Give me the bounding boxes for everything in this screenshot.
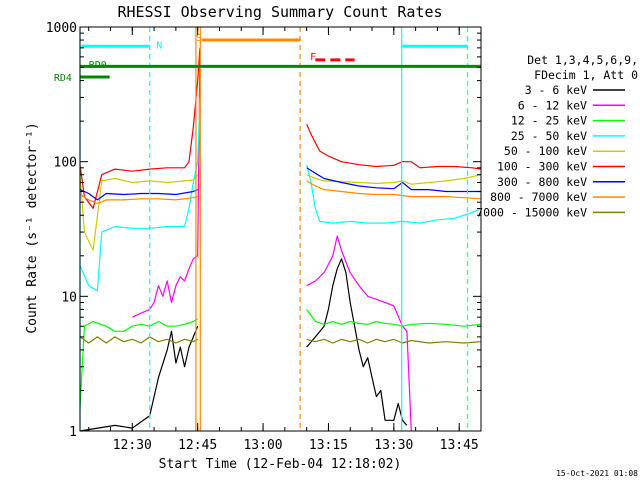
y-tick-label-2: 100 bbox=[54, 156, 77, 171]
legend-label-3: 25 - 50 keV bbox=[511, 129, 587, 143]
x-tick-label-0: 12:30 bbox=[113, 438, 152, 453]
plot-frame bbox=[79, 26, 482, 432]
series-2-line-0 bbox=[79, 318, 199, 408]
legend-label-6: 300 - 800 keV bbox=[497, 175, 587, 189]
series-5-line-1 bbox=[306, 123, 482, 170]
legend-label-5: 100 - 300 keV bbox=[497, 160, 587, 174]
timestamp: 15-Oct-2021 01:08 bbox=[556, 469, 638, 478]
series-5-line-0 bbox=[79, 47, 201, 209]
x-tick-label-5: 13:45 bbox=[440, 438, 479, 453]
series-7-line-0 bbox=[79, 193, 198, 204]
y-tick-label-0: 1 bbox=[69, 425, 77, 440]
series-layer bbox=[79, 47, 482, 432]
series-4-line-1 bbox=[306, 174, 482, 185]
x-tick-label-4: 13:30 bbox=[374, 438, 413, 453]
series-4-line-0 bbox=[79, 174, 199, 251]
state-bar-label-3: F bbox=[310, 52, 316, 63]
series-0-line-1 bbox=[306, 258, 408, 426]
legend-label-2: 12 - 25 keV bbox=[511, 114, 587, 128]
y-tick-label-1: 10 bbox=[61, 290, 77, 305]
series-3-line-1 bbox=[306, 164, 482, 224]
legend-header-0: Det 1,3,4,5,6,9, bbox=[527, 53, 638, 67]
x-tick-label-1: 12:45 bbox=[178, 438, 217, 453]
legend-label-8: 7000 - 15000 keV bbox=[476, 205, 587, 219]
legend-label-0: 3 - 6 keV bbox=[525, 83, 587, 97]
x-tick-label-3: 13:15 bbox=[309, 438, 348, 453]
state-bar-label-0: N bbox=[156, 41, 162, 52]
state-bar-label-4: RD0 bbox=[89, 60, 107, 71]
chart-title: RHESSI Observing Summary Count Rates bbox=[117, 3, 442, 21]
legend-label-1: 6 - 12 keV bbox=[518, 98, 587, 112]
legend-label-4: 50 - 100 keV bbox=[504, 144, 587, 158]
axes-layer: 1 10 100 1000 12:30 12:45 13:00 13:15 13:30 13:45 bbox=[46, 21, 482, 453]
series-1-line-1 bbox=[306, 235, 412, 432]
series-7-line-1 bbox=[306, 180, 482, 200]
x-tick-label-2: 13:00 bbox=[243, 438, 282, 453]
series-2-line-1 bbox=[306, 309, 482, 327]
legend-header-1: FDecim 1, Att 0 bbox=[534, 68, 638, 82]
x-axis-label: Start Time (12-Feb-04 12:18:02) bbox=[159, 457, 402, 472]
y-tick-label-3: 1000 bbox=[46, 21, 77, 36]
plot-background bbox=[80, 27, 481, 431]
series-6-line-1 bbox=[306, 167, 481, 193]
series-1-line-0 bbox=[132, 56, 201, 318]
series-8-line-1 bbox=[306, 338, 482, 344]
plot-area bbox=[80, 27, 481, 431]
legend-label-7: 800 - 7000 keV bbox=[490, 190, 587, 204]
series-8-line-0 bbox=[79, 336, 198, 344]
state-bar-label-2: S bbox=[196, 33, 202, 44]
y-axis-label: Count Rate (s⁻¹ detector⁻¹) bbox=[25, 122, 40, 333]
legend: Det 1,3,4,5,6,9,FDecim 1, Att 03 - 6 keV… bbox=[476, 53, 638, 219]
series-6-line-0 bbox=[79, 189, 198, 201]
state-bar-label-5: RD4 bbox=[54, 73, 72, 84]
